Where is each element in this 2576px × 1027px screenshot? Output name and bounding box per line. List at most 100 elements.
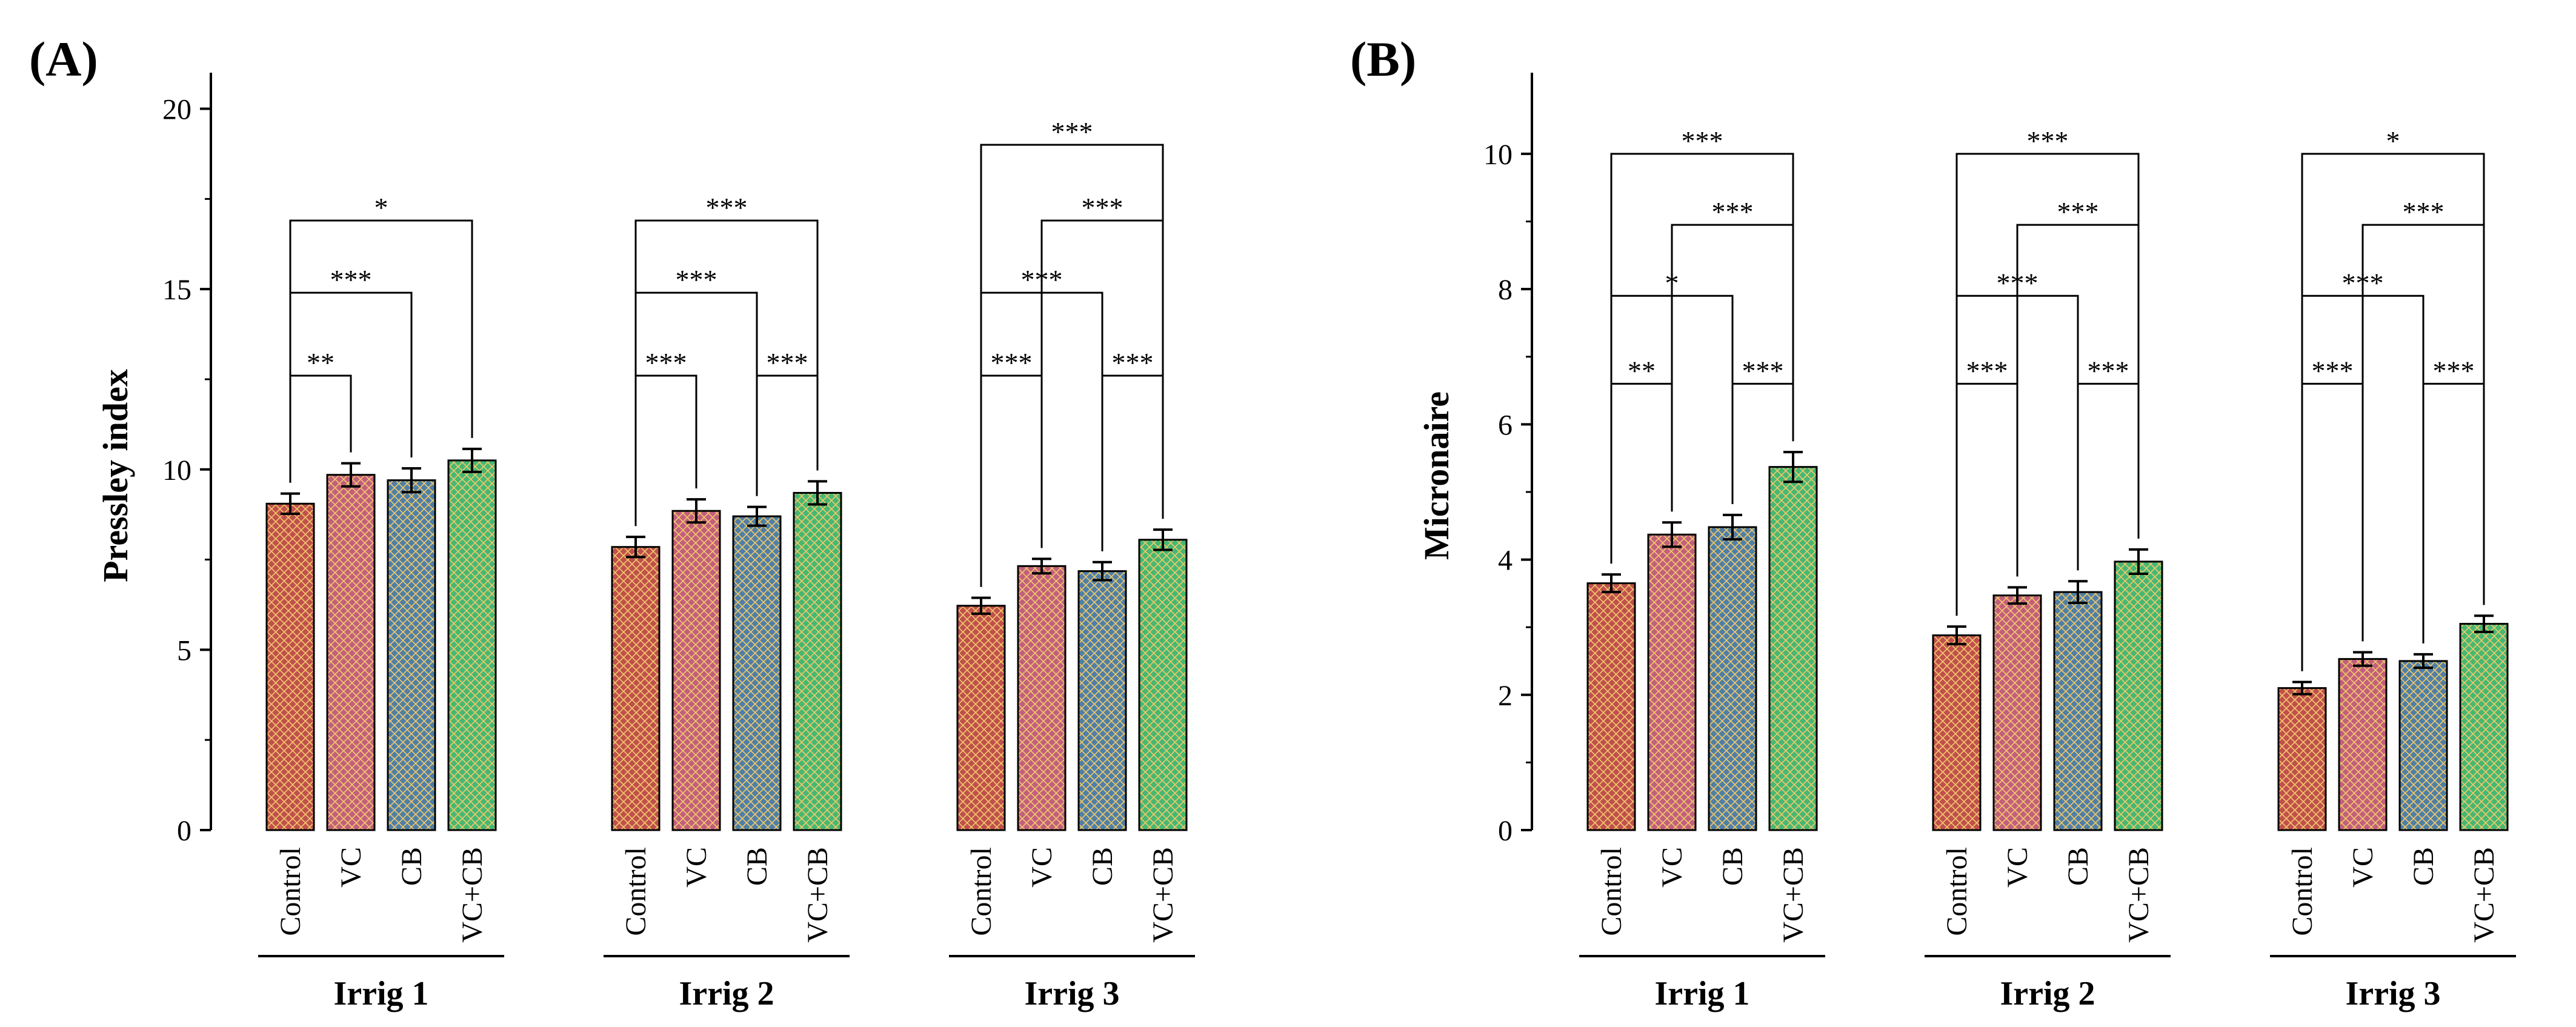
x-tick-label: VC+CB — [2123, 847, 2155, 943]
significance-label: *** — [645, 347, 687, 378]
bar-control — [2277, 687, 2327, 831]
bar-cb — [2398, 660, 2448, 831]
y-tick-label: 2 — [1498, 680, 1513, 712]
significance-label: *** — [767, 347, 808, 378]
bar-control — [611, 546, 661, 831]
significance-label: *** — [2403, 196, 2445, 227]
x-tick-label: Control — [1596, 847, 1628, 936]
x-tick-label: VC — [335, 847, 367, 888]
significance-label: *** — [1112, 347, 1154, 378]
significance-label: *** — [1682, 125, 1723, 156]
group-label: Irrig 3 — [1024, 975, 1119, 1012]
bar-vc — [1992, 594, 2042, 831]
group-label: Irrig 1 — [1654, 975, 1749, 1012]
y-tick-label: 0 — [177, 815, 191, 847]
y-axis-label: Pressley index — [96, 369, 135, 582]
significance-bracket — [289, 374, 352, 483]
bar-vc-cb — [447, 459, 497, 831]
significance-label: *** — [2312, 355, 2354, 386]
bar-control — [1586, 582, 1636, 831]
bar-vc-cb — [1768, 466, 1818, 831]
x-tick-label: VC+CB — [802, 847, 834, 943]
x-tick-label: CB — [1717, 847, 1749, 886]
x-tick-label: Control — [1941, 847, 1973, 936]
significance-label: *** — [706, 192, 748, 223]
x-tick-label: Control — [965, 847, 997, 936]
x-tick-label: CB — [396, 847, 428, 886]
bar-vc — [1647, 533, 1697, 831]
bar-vc — [2338, 658, 2388, 831]
bar-vc — [671, 510, 721, 831]
significance-label: *** — [2433, 355, 2475, 386]
significance-label: *** — [1712, 196, 1754, 227]
x-tick-label: VC+CB — [2468, 847, 2500, 943]
bar-vc-cb — [2114, 560, 2163, 831]
significance-label: *** — [676, 264, 717, 295]
significance-label: * — [2386, 125, 2400, 156]
significance-bracket — [2077, 382, 2140, 571]
x-tick-label: VC+CB — [1777, 847, 1809, 943]
x-tick-label: CB — [2408, 847, 2440, 886]
group-label: Irrig 2 — [2000, 975, 2095, 1012]
significance-label: *** — [1082, 192, 1123, 223]
significance-label: *** — [1742, 355, 1784, 386]
panel-b: (B) 0 2 4 6 8 10 Micronaire Control VC CB VC+CB Irri… — [1350, 32, 2516, 1012]
x-tick-label: Control — [275, 847, 307, 936]
significance-bracket — [756, 374, 819, 496]
bar-control — [265, 502, 315, 831]
x-tick-label: VC+CB — [456, 847, 488, 943]
bar-cb — [387, 479, 436, 831]
y-tick-label: 5 — [177, 634, 191, 666]
bar-control — [956, 605, 1006, 831]
y-tick-label: 20 — [162, 94, 191, 126]
bar-vc — [326, 474, 376, 831]
significance-bracket — [980, 374, 1043, 587]
significance-bracket — [1610, 153, 1794, 564]
bar-cb — [1077, 570, 1127, 831]
significance-bracket — [2422, 382, 2485, 643]
y-tick-label: 4 — [1498, 545, 1513, 577]
significance-label: ** — [307, 347, 334, 378]
panel-a: (A) 0 5 10 15 20 Pressley index Control VC CB VC+C… — [29, 32, 1195, 1012]
significance-label: *** — [2088, 355, 2129, 386]
significance-bracket — [2301, 382, 2364, 671]
x-tick-label: VC — [1656, 847, 1688, 888]
significance-label: * — [374, 192, 388, 223]
significance-bracket — [1955, 382, 2019, 616]
group-label: Irrig 1 — [333, 975, 428, 1012]
significance-bracket — [980, 144, 1164, 587]
significance-label: *** — [1051, 116, 1093, 147]
x-tick-label: VC — [2347, 847, 2379, 888]
bar-cb — [1708, 526, 1757, 831]
significance-label: *** — [1966, 355, 2008, 386]
group-label: Irrig 2 — [679, 975, 774, 1012]
x-tick-label: VC — [1026, 847, 1058, 888]
significance-label: *** — [2057, 196, 2099, 227]
bar-vc-cb — [1138, 539, 1188, 831]
significance-label: *** — [2027, 125, 2069, 156]
x-tick-label: VC — [681, 847, 713, 888]
y-tick-label: 10 — [1483, 139, 1513, 171]
x-tick-label: CB — [741, 847, 773, 886]
panel-label: (B) — [1350, 32, 1416, 87]
bar-control — [1932, 634, 1982, 831]
significance-bracket — [1955, 153, 2140, 616]
significance-bracket — [289, 219, 473, 483]
significance-bracket — [1101, 374, 1164, 551]
y-tick-label: 15 — [162, 274, 191, 306]
group-label: Irrig 3 — [2345, 975, 2440, 1012]
bar-cb — [2053, 591, 2103, 831]
significance-bracket — [634, 374, 697, 527]
panel-label: (A) — [29, 32, 98, 87]
x-tick-label: Control — [620, 847, 652, 936]
x-tick-label: VC+CB — [1147, 847, 1179, 943]
y-axis-label: Micronaire — [1417, 391, 1456, 560]
x-tick-label: CB — [1087, 847, 1119, 886]
bar-vc — [1017, 565, 1067, 831]
y-tick-label: 0 — [1498, 815, 1513, 847]
bar-cb — [732, 515, 782, 831]
y-tick-label: 6 — [1498, 409, 1513, 441]
y-tick-label: 8 — [1498, 274, 1513, 306]
significance-label: ** — [1628, 355, 1656, 386]
